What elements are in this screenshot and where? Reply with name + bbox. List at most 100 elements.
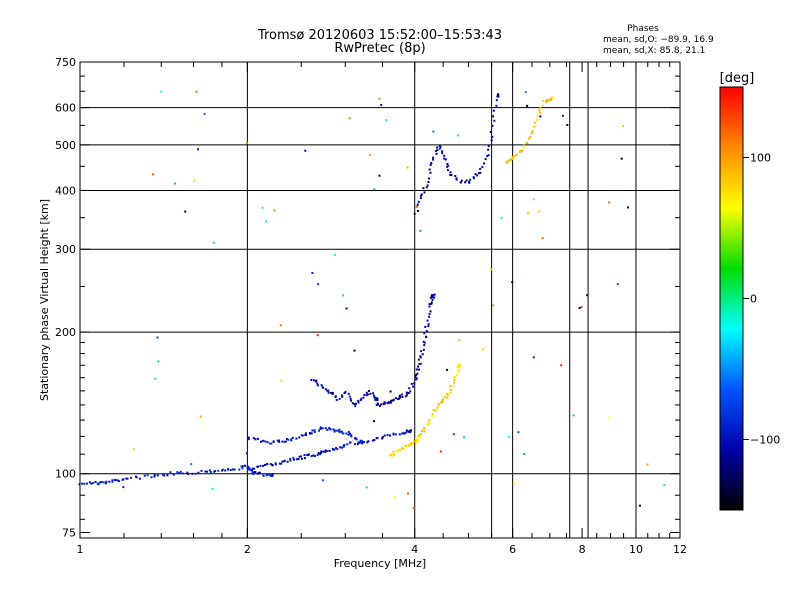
data-point [434,410,437,412]
data-point [316,334,319,337]
data-point [212,241,215,244]
data-point [407,430,410,433]
data-point [281,440,284,443]
data-point [490,139,493,142]
data-point [441,152,444,155]
data-point [146,474,149,477]
data-point [432,156,435,159]
data-point [453,379,456,382]
x-tick-label: 8 [579,543,586,556]
data-point [353,403,356,405]
data-point [375,398,378,401]
data-point [446,165,449,168]
data-point [441,150,444,153]
data-point [646,463,649,466]
data-point [620,157,623,160]
data-point [176,471,179,474]
data-point [397,450,400,453]
data-point [452,433,455,436]
data-point [430,302,433,305]
data-point [521,149,524,152]
data-point [376,402,379,405]
data-point [324,450,327,453]
data-point [408,444,411,447]
data-point [240,465,243,468]
data-point [356,443,359,446]
data-point [536,114,539,117]
data-point [186,471,189,474]
data-point [197,471,200,474]
data-point [281,460,284,463]
data-point [363,394,366,396]
data-point [415,374,418,376]
data-point [289,457,292,460]
data-point [114,479,117,482]
data-point [392,432,395,435]
y-tick-label: 400 [55,184,76,197]
data-point [266,441,269,444]
data-point [270,473,273,476]
data-point [458,369,460,372]
data-point [347,433,350,436]
data-point [347,430,350,433]
data-point [423,191,426,194]
data-point [425,330,428,333]
data-point [452,385,455,388]
data-point [321,385,324,388]
data-point [415,368,418,371]
data-point [550,98,553,101]
data-point [253,467,256,470]
data-point [343,392,346,394]
data-point [285,438,288,440]
data-point [350,435,353,438]
data-point [252,437,255,439]
data-point [541,237,544,240]
data-point [436,146,439,149]
data-point [423,430,426,433]
data-point [350,434,353,437]
data-point [481,166,484,169]
data-point [425,186,428,189]
phases-x-line: mean, sd,X: 85.8, 21.1 [603,46,705,56]
data-point [398,396,401,398]
data-point [292,456,295,459]
y-tick-label: 600 [55,102,76,115]
data-point [353,349,356,352]
data-point [340,446,343,449]
y-tick-label: 300 [55,243,76,256]
data-point [316,382,319,385]
data-point [562,114,564,117]
data-point [517,431,520,434]
data-point [193,179,196,182]
data-point [320,452,322,454]
data-point [456,374,458,377]
data-point [151,173,154,176]
data-point [344,390,347,393]
data-point [416,372,419,375]
data-point [404,431,407,434]
data-point [524,91,527,94]
data-point [354,405,357,408]
data-point [412,385,415,388]
data-point [474,173,477,176]
data-point [258,472,261,475]
data-point [375,404,378,407]
data-point [197,148,199,151]
data-point [519,149,522,152]
data-point [416,203,419,206]
data-point [532,356,535,359]
data-point [298,455,301,458]
data-point [398,449,401,451]
data-point [232,468,234,471]
data-point [153,475,156,478]
data-point [325,450,328,453]
data-point [328,449,331,452]
data-point [396,398,399,400]
data-point [387,402,390,405]
data-point [533,121,536,124]
data-point [248,468,251,471]
data-point [417,438,420,441]
data-point [429,296,432,299]
data-point [88,481,91,484]
